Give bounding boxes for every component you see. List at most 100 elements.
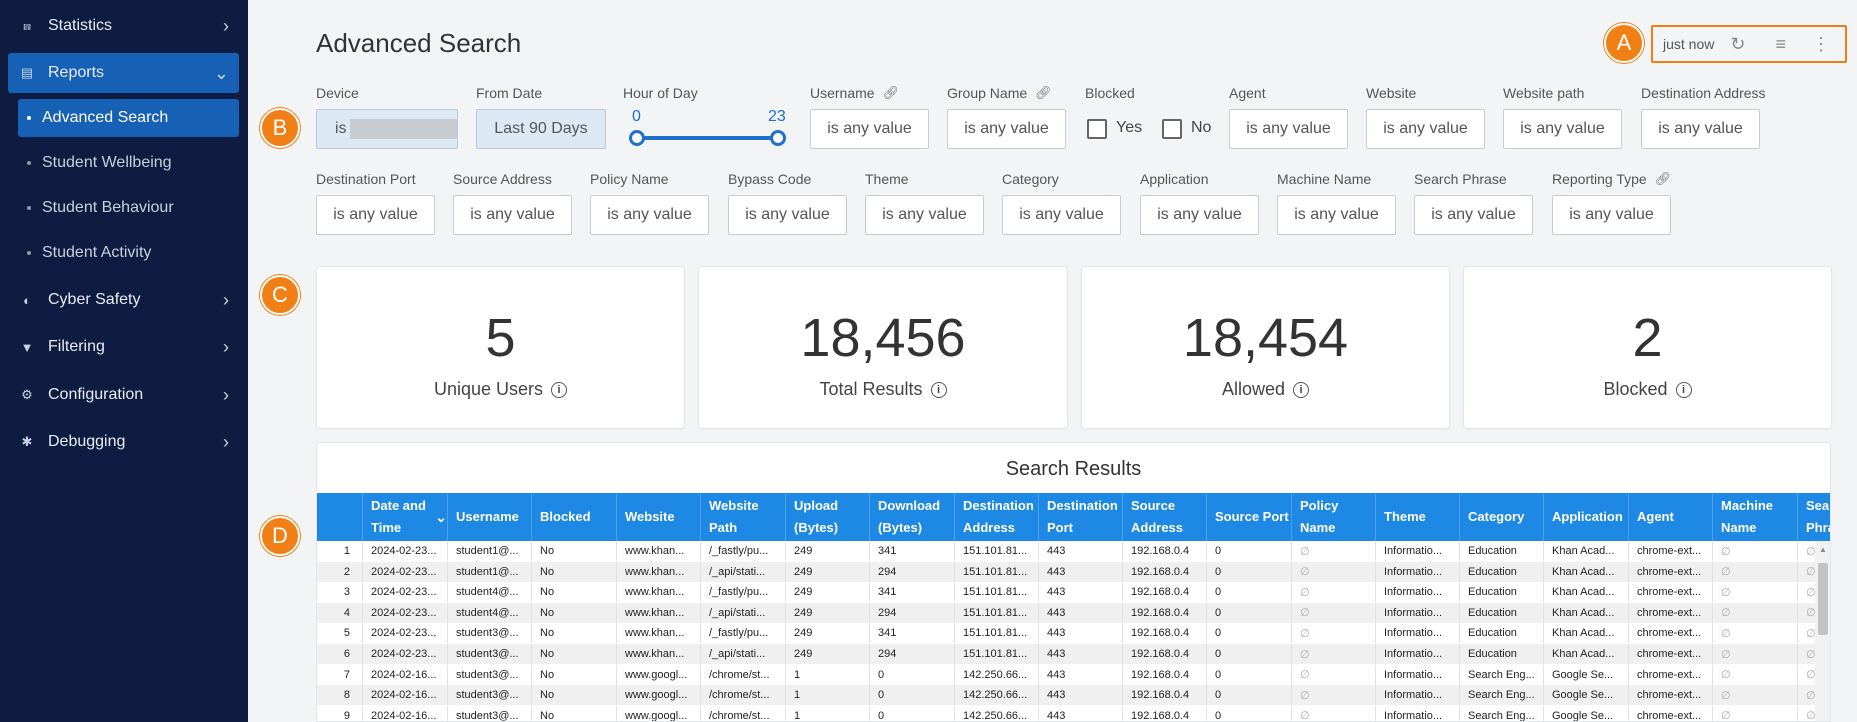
header-search-phrase[interactable]: Search Phrase <box>1797 493 1830 541</box>
table-row[interactable]: 8 2024-02-16... student3@... No www.googl...… <box>317 685 1830 706</box>
table-row[interactable]: 5 2024-02-23... student3@... No www.khan... /… <box>317 623 1830 644</box>
blocked-yes-checkbox[interactable] <box>1087 119 1107 139</box>
header-theme[interactable]: Theme <box>1375 493 1459 541</box>
header-destination-address[interactable]: Destination Address <box>954 493 1038 541</box>
group-name-field[interactable]: is any value <box>947 109 1066 149</box>
table-row[interactable]: 7 2024-02-16... student3@... No www.googl...… <box>317 664 1830 685</box>
table-row[interactable]: 1 2024-02-23... student1@... No www.khan... /… <box>317 541 1830 561</box>
blocked-no-label: No <box>1191 119 1212 136</box>
destination-port-field[interactable]: is any value <box>316 195 435 235</box>
sidebar-item-configuration[interactable]: ⚙ Configuration › <box>8 375 239 415</box>
source-address-label: Source Address <box>453 171 552 187</box>
more-vertical-icon[interactable]: ⋮ <box>1811 33 1830 54</box>
table-row[interactable]: 2 2024-02-23... student1@... No www.khan... /… <box>317 561 1830 582</box>
header-website-path[interactable]: Website Path <box>700 493 785 541</box>
device-redacted-value <box>349 119 457 139</box>
username-label: Username 🔗︎ <box>810 85 900 101</box>
reporting-type-field[interactable]: is any value <box>1552 195 1671 235</box>
sidebar-subitem-label: Student Wellbeing <box>42 154 172 171</box>
header-agent[interactable]: Agent <box>1628 493 1712 541</box>
refresh-icon[interactable]: ↻ <box>1730 33 1746 54</box>
sidebar-subitem-advanced-search[interactable]: Advanced Search <box>18 99 239 137</box>
sidebar-subitem-student-activity[interactable]: Student Activity <box>18 234 239 272</box>
policy-name-field[interactable]: is any value <box>590 195 709 235</box>
header-date-and-time[interactable]: Date and Time ⌄ <box>362 493 447 541</box>
application-field[interactable]: is any value <box>1140 195 1259 235</box>
hour-slider-max-handle[interactable] <box>770 130 786 146</box>
table-cell: Education <box>1459 561 1543 582</box>
bullet-icon <box>27 161 31 165</box>
header-application[interactable]: Application <box>1543 493 1628 541</box>
table-cell: chrome-ext... <box>1628 685 1712 706</box>
hour-slider-min-handle[interactable] <box>629 130 645 146</box>
info-icon[interactable]: i <box>551 382 568 399</box>
theme-field[interactable]: is any value <box>865 195 984 235</box>
sidebar-item-debugging[interactable]: ✱ Debugging › <box>8 422 239 462</box>
header-source-address[interactable]: Source Address <box>1122 493 1206 541</box>
header-username[interactable]: Username <box>447 493 531 541</box>
header-policy-name[interactable]: Policy Name <box>1291 493 1375 541</box>
sort-desc-icon[interactable]: ⌄ <box>435 509 447 525</box>
bypass-code-field[interactable]: is any value <box>728 195 847 235</box>
username-field[interactable]: is any value <box>810 109 929 149</box>
category-field[interactable]: is any value <box>1002 195 1121 235</box>
link-icon[interactable]: 🔗︎ <box>1654 171 1672 186</box>
agent-field[interactable]: is any value <box>1229 109 1348 149</box>
search-phrase-field[interactable]: is any value <box>1414 195 1533 235</box>
table-cell: student1@... <box>447 541 531 561</box>
sidebar-subitem-student-wellbeing[interactable]: Student Wellbeing <box>18 144 239 182</box>
table-cell: www.khan... <box>616 541 700 561</box>
hour-slider-track[interactable] <box>637 136 778 140</box>
sidebar-item-label: Cyber Safety <box>48 291 141 308</box>
header-source-port[interactable]: Source Port <box>1206 493 1291 541</box>
table-cell: /_api/stati... <box>700 602 785 623</box>
info-icon[interactable]: i <box>930 382 947 399</box>
table-cell: Informatio... <box>1375 623 1459 644</box>
table-cell: Khan Acad... <box>1543 602 1628 623</box>
table-row[interactable]: 3 2024-02-23... student4@... No www.khan... /… <box>317 582 1830 603</box>
table-row[interactable]: 6 2024-02-23... student3@... No www.khan... /… <box>317 644 1830 664</box>
scroll-thumb[interactable] <box>1818 563 1828 635</box>
stat-value: 5 <box>485 308 516 368</box>
row-number-cell: 5 <box>343 627 350 640</box>
device-field[interactable]: is <box>316 109 458 149</box>
header-upload-bytes[interactable]: Upload (Bytes) <box>785 493 869 541</box>
table-cell: ∅ <box>1712 644 1797 664</box>
sidebar-item-filtering[interactable]: ▼ Filtering › <box>8 327 239 367</box>
policy-name-label: Policy Name <box>590 171 669 187</box>
info-icon[interactable]: i <box>1293 382 1310 399</box>
sidebar-subitem-student-behaviour[interactable]: Student Behaviour <box>18 189 239 227</box>
table-cell: 0 <box>1206 685 1291 706</box>
header-blocked[interactable]: Blocked <box>531 493 616 541</box>
header-download-bytes[interactable]: Download (Bytes) <box>869 493 954 541</box>
link-icon[interactable]: 🔗︎ <box>1035 85 1052 100</box>
table-cell: 2024-02-23... <box>362 561 447 582</box>
info-icon[interactable]: i <box>1675 382 1692 399</box>
destination-address-field[interactable]: is any value <box>1641 109 1760 149</box>
machine-name-field[interactable]: is any value <box>1277 195 1396 235</box>
header-machine-name[interactable]: Machine Name <box>1712 493 1797 541</box>
sidebar-item-cyber-safety[interactable]: ◐ Cyber Safety › <box>8 280 239 320</box>
header-category[interactable]: Category <box>1459 493 1543 541</box>
table-row[interactable]: 4 2024-02-23... student4@... No www.khan... /… <box>317 602 1830 623</box>
results-vertical-scrollbar[interactable]: ▲ <box>1815 541 1830 721</box>
source-address-field[interactable]: is any value <box>453 195 572 235</box>
header-website[interactable]: Website <box>616 493 700 541</box>
sidebar-item-statistics[interactable]: ⩎ Statistics › <box>8 6 239 46</box>
link-icon[interactable]: 🔗︎ <box>882 85 900 100</box>
blocked-no-checkbox[interactable] <box>1162 119 1182 139</box>
row-number-cell: 8 <box>343 689 350 702</box>
theme-label: Theme <box>865 171 909 187</box>
slider-min-value: 0 <box>632 108 641 125</box>
from-date-field[interactable]: Last 90 Days <box>476 109 606 149</box>
table-row[interactable]: 9 2024-02-16... student3@... No www.googl...… <box>317 705 1830 721</box>
filter-lines-icon[interactable]: ≡ <box>1775 33 1786 54</box>
website-field[interactable]: is any value <box>1366 109 1485 149</box>
sidebar-item-reports[interactable]: ▤ Reports ⌄ <box>8 53 239 93</box>
website-path-field[interactable]: is any value <box>1503 109 1622 149</box>
scroll-up-arrow-icon[interactable]: ▲ <box>1819 545 1827 554</box>
table-cell: 142.250.66... <box>954 685 1038 706</box>
table-cell: 0 <box>1206 582 1291 603</box>
header-destination-port[interactable]: Destination Port <box>1038 493 1122 541</box>
table-cell: Google Se... <box>1543 705 1628 721</box>
